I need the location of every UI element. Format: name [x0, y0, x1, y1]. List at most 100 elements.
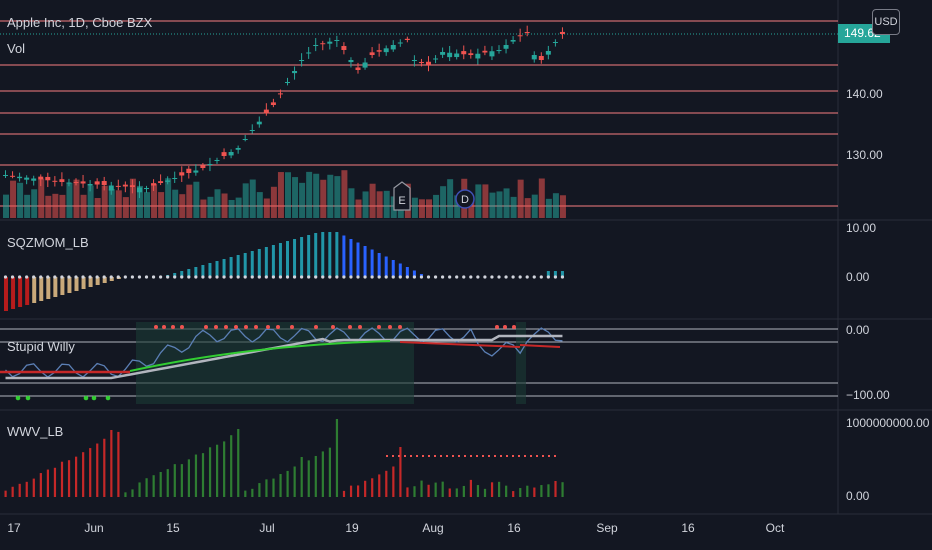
volume-bar: [3, 194, 9, 218]
volume-bar: [73, 179, 80, 218]
squeeze-dot: [88, 275, 92, 279]
wwv-bar: [67, 460, 71, 497]
squeeze-bar: [356, 242, 360, 277]
volume-bar: [341, 170, 348, 218]
squeeze-bar: [25, 277, 30, 305]
squeeze-dot: [370, 275, 374, 279]
volume-label[interactable]: Vol: [7, 41, 26, 56]
wwv-bar: [427, 484, 430, 497]
squeeze-dot: [483, 275, 487, 279]
volume-bar: [136, 185, 143, 218]
candle: [306, 52, 312, 54]
squeeze-bar: [67, 277, 72, 293]
squeeze-bar: [370, 249, 374, 277]
candle: [376, 50, 382, 52]
volume-bar: [242, 183, 249, 218]
wwv-bar: [314, 455, 317, 497]
willy-dot: [244, 325, 248, 329]
squeeze-bar: [264, 247, 268, 277]
squeeze-dot: [490, 275, 494, 279]
willy-dot: [224, 325, 228, 329]
candle: [552, 42, 558, 43]
squeeze-bar: [405, 267, 409, 277]
wwv-bar: [46, 469, 49, 497]
candle: [517, 35, 523, 37]
squeeze-bar: [250, 251, 254, 277]
wwv-bar: [307, 460, 310, 497]
wwv-bar: [208, 447, 212, 497]
wwv-bar: [441, 481, 444, 497]
wwv-bar: [385, 470, 388, 497]
squeeze-dot: [257, 275, 261, 279]
squeeze-dot: [285, 275, 290, 279]
willy-tick: −100.00: [846, 388, 890, 402]
wwv-bar: [462, 485, 465, 497]
squeeze-dot: [497, 275, 501, 279]
wwv-bar: [18, 483, 21, 497]
candle: [101, 180, 107, 185]
squeeze-dot: [546, 275, 550, 279]
squeeze-bar: [236, 255, 240, 277]
wwv-bar: [526, 485, 529, 497]
volume-bar: [306, 171, 313, 218]
volume-bar: [66, 182, 73, 218]
squeeze-dot: [553, 275, 558, 279]
candle: [397, 42, 403, 44]
squeeze-bar: [278, 243, 282, 277]
squeeze-dot: [151, 275, 156, 279]
volume-bar: [186, 184, 193, 218]
candle: [221, 152, 227, 156]
squeeze-momentum-histogram: [4, 232, 564, 311]
squeeze-label[interactable]: SQZMOM_LB: [7, 235, 89, 250]
squeeze-dot: [476, 275, 480, 279]
squeeze-dot: [236, 275, 240, 279]
squeeze-dot: [39, 275, 43, 279]
squeeze-dot: [448, 275, 452, 279]
wwv-bar: [554, 480, 557, 497]
dividend-marker[interactable]: D: [455, 189, 475, 209]
volume-bar: [151, 183, 158, 218]
wwv-label[interactable]: WWV_LB: [7, 424, 64, 439]
volume-bar: [411, 197, 418, 218]
wwv-bar: [258, 483, 261, 497]
volume-bar: [101, 185, 108, 218]
squeeze-dot: [243, 275, 247, 279]
volume-bar: [503, 188, 510, 218]
price-tick: 130.00: [846, 148, 883, 162]
earnings-marker[interactable]: E: [393, 181, 411, 211]
squeeze-dot: [426, 275, 431, 279]
wwv-bar: [476, 485, 480, 497]
squeeze-tick: 0.00: [846, 270, 870, 284]
squeeze-bar: [180, 271, 184, 277]
squeeze-dot: [123, 275, 127, 279]
volume-bar: [263, 198, 270, 218]
volume-bar: [524, 198, 531, 218]
wwv-bar: [223, 441, 226, 497]
wwv-bar: [505, 485, 508, 497]
squeeze-bar: [391, 260, 395, 277]
candle: [299, 60, 305, 61]
time-label: 17: [7, 521, 21, 535]
candle: [158, 181, 164, 183]
squeeze-dot: [81, 275, 85, 279]
willy-label[interactable]: Stupid Willy: [7, 339, 75, 354]
squeeze-bar: [4, 277, 8, 311]
wwv-bar: [328, 447, 331, 497]
wwv-bar: [399, 447, 402, 497]
volume-bar: [482, 184, 489, 218]
symbol-title[interactable]: Apple Inc, 1D, Cboe BZX: [7, 15, 153, 30]
horizontal-levels[interactable]: [0, 20, 838, 207]
candle: [369, 52, 375, 55]
currency-button[interactable]: USD: [872, 9, 900, 35]
squeeze-dot: [53, 275, 57, 279]
candle: [489, 51, 495, 57]
volume-bar: [200, 199, 207, 218]
volume-bar: [348, 188, 355, 218]
wwv-bar: [279, 474, 282, 497]
price-tick: 140.00: [846, 87, 883, 101]
candle: [129, 185, 135, 187]
wwv-bar: [230, 435, 233, 497]
candle: [285, 82, 290, 83]
squeeze-bar: [81, 277, 86, 289]
